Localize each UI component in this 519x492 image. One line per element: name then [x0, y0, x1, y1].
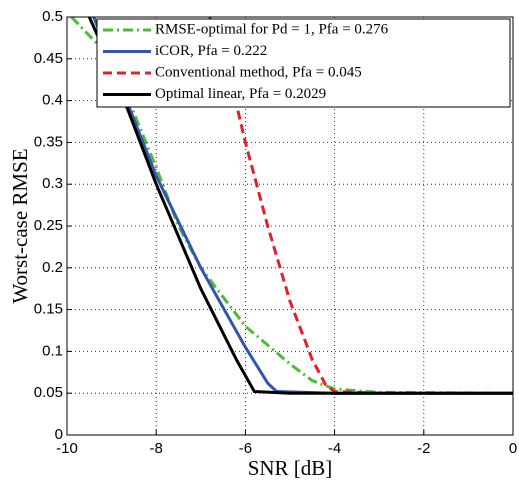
legend-box [96, 18, 511, 108]
y-tick-label: 0.5 [42, 8, 63, 25]
y-tick-label: 0.45 [34, 50, 63, 67]
legend-label: iCOR, Pfa = 0.222 [155, 43, 267, 59]
x-tick-label: -8 [150, 440, 163, 457]
legend-label: Optimal linear, Pfa = 0.2029 [155, 86, 326, 102]
y-tick-label: 0.1 [42, 342, 63, 359]
y-tick-label: 0.4 [42, 92, 63, 109]
x-tick-label: -2 [417, 440, 430, 457]
x-tick-label: -4 [328, 440, 341, 457]
y-tick-label: 0.2 [42, 259, 63, 276]
y-tick-label: 0.35 [34, 133, 63, 150]
series-line [70, 17, 513, 395]
y-tick-label: 0.25 [34, 217, 63, 234]
x-axis-label: SNR [dB] [248, 456, 333, 480]
y-tick-label: 0.15 [34, 301, 63, 318]
legend-label: RMSE-optimal for Pd = 1, Pfa = 0.276 [155, 21, 389, 37]
x-tick-label: -10 [56, 440, 78, 457]
y-axis-label: Worst-case RMSE [8, 148, 32, 303]
plot-frame [66, 16, 514, 436]
y-tick-label: 0.3 [42, 175, 63, 192]
x-tick-label: 0 [509, 440, 517, 457]
y-tick-label: 0.05 [34, 384, 63, 401]
legend-label: Conventional method, Pfa = 0.045 [155, 64, 362, 80]
x-tick-label: -6 [239, 440, 252, 457]
y-tick-label: 0 [55, 426, 63, 443]
